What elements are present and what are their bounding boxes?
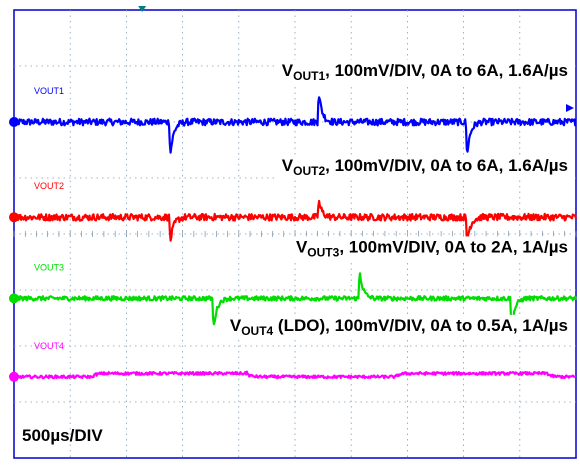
trigger-level-marker (566, 104, 574, 112)
channel-label-1: VOUT1 (34, 86, 64, 96)
trigger-position-marker (138, 6, 147, 12)
label-backing (277, 155, 572, 180)
ground-marker-1 (9, 117, 19, 127)
timebase-label: 500µs/DIV (22, 426, 103, 445)
channel-label-2: VOUT2 (34, 181, 64, 191)
trace-3 (13, 272, 578, 326)
series-label-2: VOUT2, 100mV/DIV, 0A to 6A, 1.6A/µs (282, 156, 568, 178)
ground-marker-4 (9, 371, 19, 382)
label-backing (291, 236, 572, 261)
ground-marker-2 (9, 212, 19, 223)
label-backing (225, 314, 572, 339)
trace-2 (13, 199, 578, 242)
series-label-3: VOUT3, 100mV/DIV, 0A to 2A, 1A/µs (296, 237, 568, 259)
series-label-4: VOUT4 (LDO), 100mV/DIV, 0A to 0.5A, 1A/µ… (230, 316, 568, 338)
label-backing (277, 60, 572, 84)
channel-label-4: VOUT4 (34, 341, 64, 351)
trace-4 (13, 370, 577, 380)
traces (9, 96, 578, 382)
trace-labels: VOUT1 VOUT1, 100mV/DIV, 0A to 6A, 1.6A/µs… (34, 6, 574, 351)
ground-marker-3 (9, 293, 19, 304)
trace-1 (12, 96, 577, 154)
series-label-1: VOUT1, 100mV/DIV, 0A to 6A, 1.6A/µs (282, 61, 568, 83)
channel-label-3: VOUT3 (34, 262, 64, 272)
